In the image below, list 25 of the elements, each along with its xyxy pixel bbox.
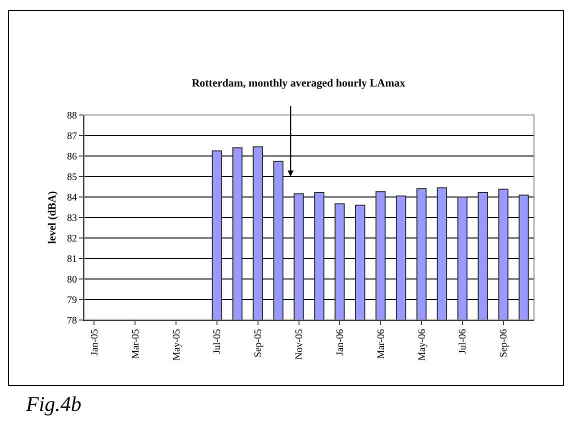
chart-title: Rotterdam, monthly averaged hourly LAmax: [192, 78, 406, 90]
x-tick-label: May-05: [171, 329, 182, 361]
x-tick-label: Jan-05: [89, 329, 100, 356]
y-tick-label: 85: [67, 172, 77, 183]
x-tick-label: Jan-06: [334, 329, 346, 356]
y-axis-title: level (dBA): [46, 190, 59, 244]
y-tick-label: 81: [67, 254, 77, 265]
x-tick-label: Mar-06: [376, 329, 387, 359]
x-tick-label: Nov-05: [294, 329, 306, 360]
y-tick-label: 88: [67, 110, 77, 122]
x-tick-label: Sep-05: [253, 329, 264, 358]
y-tick-label: 79: [67, 295, 77, 306]
y-tick-label: 83: [67, 213, 77, 224]
y-tick-label: 78: [67, 316, 77, 326]
x-tick-label: Jul-05: [212, 329, 224, 354]
x-tick-label: Mar-05: [130, 329, 142, 359]
caption: Fig.4b: [25, 392, 82, 416]
y-tick-label: 86: [67, 152, 77, 162]
y-tick-label: 84: [67, 192, 77, 204]
x-tick-label: Sep-06: [498, 329, 510, 358]
y-tick-label: 87: [67, 131, 77, 142]
x-tick-label: Jul-06: [458, 329, 469, 354]
x-tick-label: May-06: [416, 329, 428, 361]
y-tick-label: 82: [67, 234, 77, 244]
y-tick-label: 80: [67, 274, 77, 286]
